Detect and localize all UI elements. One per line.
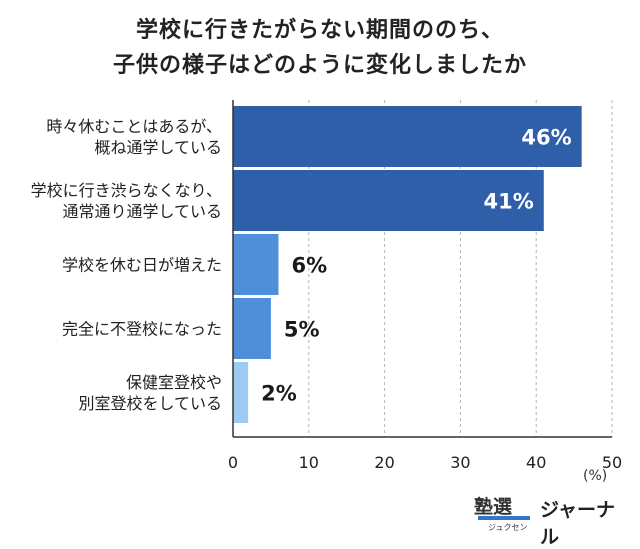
logo-mark: 塾選 <box>474 496 513 518</box>
logo-sub-text: ジュクセン <box>488 523 528 532</box>
category-label-1-1: 通常通り通学している <box>62 202 222 221</box>
bar-value-label-1: 41% <box>484 190 534 214</box>
category-label-4-0: 保健室登校や <box>126 373 222 392</box>
category-label-4-1: 別室登校をしている <box>78 394 222 413</box>
x-tick-label-10: 10 <box>299 453 319 472</box>
chart-title-line2: 子供の様子はどのように変化しましたか <box>112 53 527 78</box>
logo-underline <box>478 516 530 520</box>
bar-4 <box>233 362 249 423</box>
x-axis-unit-label: (%) <box>583 468 608 484</box>
x-tick-label-20: 20 <box>374 453 394 472</box>
bar-0 <box>233 106 582 167</box>
bar-2 <box>233 234 279 295</box>
category-label-1-0: 学校に行き渋らなくなり、 <box>31 181 222 200</box>
x-tick-label-30: 30 <box>450 453 470 472</box>
bar-value-label-2: 6% <box>291 254 327 278</box>
category-label-2-0: 学校を休む日が増えた <box>62 256 222 275</box>
bar-1 <box>233 170 544 231</box>
x-tick-label-50: 50 <box>602 453 622 472</box>
bar-value-label-3: 5% <box>284 318 320 342</box>
bar-value-label-4: 2% <box>261 382 297 406</box>
x-tick-label-40: 40 <box>526 453 546 472</box>
bar-3 <box>233 298 271 359</box>
brand-logo: 塾選 ジュクセン ジャーナル <box>474 490 634 548</box>
category-label-3-0: 完全に不登校になった <box>62 320 222 339</box>
category-label-0-1: 概ね通学している <box>94 138 222 157</box>
x-tick-label-0: 0 <box>228 453 238 472</box>
chart-title-line1: 学校に行きたがらない期間ののち、 <box>135 18 504 43</box>
category-label-0-0: 時々休むことはあるが、 <box>46 117 222 136</box>
bar-value-label-0: 46% <box>521 126 571 150</box>
